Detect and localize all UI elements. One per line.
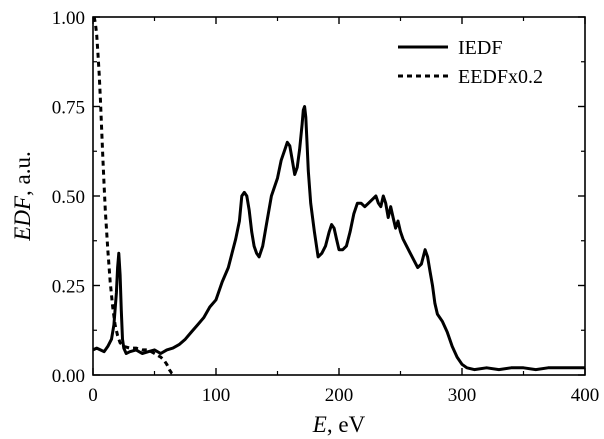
x-tick-label: 300: [448, 385, 477, 406]
x-axis-var: E: [312, 412, 327, 437]
y-axis-var: EDF: [10, 195, 35, 242]
x-axis-unit: , eV: [327, 412, 366, 437]
y-tick-label: 0.75: [52, 98, 85, 119]
x-tick-label: 200: [325, 385, 354, 406]
y-tick-label: 0.25: [52, 277, 85, 298]
y-axis-title: EDF, a.u.: [10, 151, 35, 241]
y-tick-label: 1.00: [52, 8, 85, 29]
legend-label-eedf: EEDFx0.2: [458, 66, 543, 88]
x-tick-label: 100: [202, 385, 231, 406]
x-axis-title: E, eV: [312, 412, 366, 437]
x-tick-label: 0: [88, 385, 98, 406]
series-line-eedfx0-2: [94, 17, 174, 375]
y-tick-label: 0.00: [52, 366, 85, 387]
x-tick-label: 400: [571, 385, 600, 406]
series-line-iedf: [93, 107, 585, 370]
legend: IEDF EEDFx0.2: [398, 37, 543, 88]
y-axis-unit: , a.u.: [10, 151, 35, 196]
y-tick-label: 0.50: [52, 187, 85, 208]
legend-label-iedf: IEDF: [458, 37, 502, 59]
